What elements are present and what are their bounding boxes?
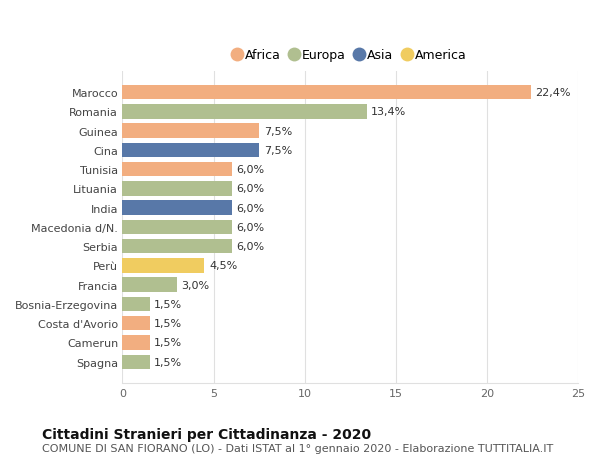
Bar (122, 316, 150, 331)
Bar (122, 105, 367, 119)
Bar (122, 201, 232, 215)
Text: 6,0%: 6,0% (236, 184, 265, 194)
Text: 7,5%: 7,5% (263, 126, 292, 136)
Text: 1,5%: 1,5% (154, 299, 182, 309)
Bar (122, 278, 177, 292)
Bar (122, 259, 205, 273)
Bar (122, 336, 150, 350)
Bar (122, 124, 259, 139)
Bar (122, 143, 259, 158)
Text: Cittadini Stranieri per Cittadinanza - 2020: Cittadini Stranieri per Cittadinanza - 2… (42, 427, 371, 441)
Text: 1,5%: 1,5% (154, 319, 182, 329)
Text: 1,5%: 1,5% (154, 338, 182, 348)
Bar (122, 297, 150, 312)
Text: COMUNE DI SAN FIORANO (LO) - Dati ISTAT al 1° gennaio 2020 - Elaborazione TUTTIT: COMUNE DI SAN FIORANO (LO) - Dati ISTAT … (42, 443, 553, 453)
Text: 1,5%: 1,5% (154, 357, 182, 367)
Text: 6,0%: 6,0% (236, 223, 265, 232)
Text: 22,4%: 22,4% (535, 88, 571, 98)
Bar (122, 162, 232, 177)
Bar (122, 86, 530, 100)
Text: 3,0%: 3,0% (182, 280, 210, 290)
Text: 6,0%: 6,0% (236, 242, 265, 252)
Bar (122, 220, 232, 235)
Text: 6,0%: 6,0% (236, 165, 265, 175)
Bar (122, 355, 150, 369)
Text: 7,5%: 7,5% (263, 146, 292, 156)
Text: 4,5%: 4,5% (209, 261, 237, 271)
Legend: Africa, Europa, Asia, America: Africa, Europa, Asia, America (232, 47, 469, 65)
Bar (122, 240, 232, 254)
Text: 13,4%: 13,4% (371, 107, 406, 117)
Bar (122, 182, 232, 196)
Text: 6,0%: 6,0% (236, 203, 265, 213)
